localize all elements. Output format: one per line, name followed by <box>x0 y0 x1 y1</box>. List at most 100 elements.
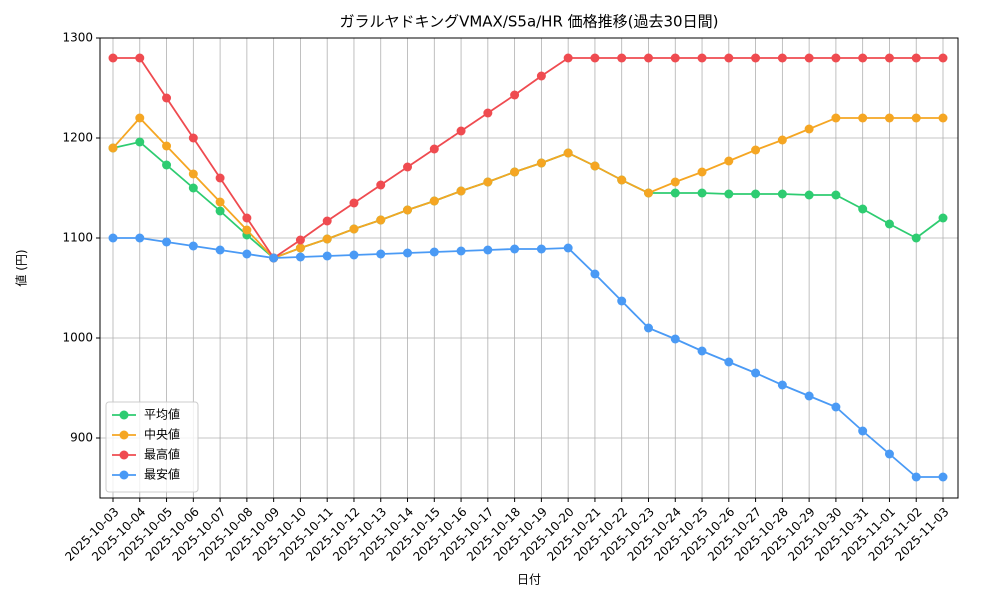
data-point <box>858 204 868 214</box>
chart-title: ガラルヤドキングVMAX/S5a/HR 価格推移(過去30日間) <box>340 13 719 31</box>
data-point <box>563 243 573 253</box>
data-point <box>295 252 305 262</box>
data-point <box>403 248 413 258</box>
data-point <box>724 189 734 199</box>
legend-marker <box>119 410 129 420</box>
data-point <box>670 334 680 344</box>
legend-marker <box>119 470 129 480</box>
data-point <box>804 190 814 200</box>
data-point <box>804 391 814 401</box>
data-point <box>188 241 198 251</box>
data-point <box>483 108 493 118</box>
data-point <box>376 180 386 190</box>
data-point <box>510 90 520 100</box>
data-point <box>590 269 600 279</box>
data-point <box>456 186 466 196</box>
data-point <box>403 162 413 172</box>
data-point <box>215 173 225 183</box>
data-point <box>108 53 118 63</box>
legend-label: 中央値 <box>144 427 180 442</box>
data-point <box>215 206 225 216</box>
data-point <box>911 233 921 243</box>
data-point <box>724 357 734 367</box>
data-point <box>670 188 680 198</box>
data-point <box>617 296 627 306</box>
data-point <box>349 224 359 234</box>
data-point <box>804 124 814 134</box>
data-point <box>162 160 172 170</box>
data-point <box>938 472 948 482</box>
data-point <box>483 245 493 255</box>
series-line <box>112 116 943 260</box>
data-point <box>162 141 172 151</box>
data-point <box>751 189 761 199</box>
data-point <box>135 137 145 147</box>
data-point <box>295 235 305 245</box>
data-point <box>777 135 787 145</box>
data-point <box>536 158 546 168</box>
data-point <box>162 93 172 103</box>
data-point <box>911 472 921 482</box>
data-point <box>376 215 386 225</box>
data-point <box>884 53 894 63</box>
data-point <box>804 53 814 63</box>
legend-marker <box>119 450 129 460</box>
legend-label: 最安値 <box>144 467 180 482</box>
data-point <box>188 183 198 193</box>
data-point <box>135 113 145 123</box>
data-point <box>162 237 172 247</box>
data-point <box>456 246 466 256</box>
data-point <box>135 53 145 63</box>
data-point <box>911 53 921 63</box>
data-point <box>617 53 627 63</box>
data-point <box>617 175 627 185</box>
data-point <box>590 161 600 171</box>
data-point <box>215 245 225 255</box>
data-point <box>670 177 680 187</box>
legend-marker <box>119 430 129 440</box>
data-point <box>536 71 546 81</box>
data-point <box>188 169 198 179</box>
data-point <box>858 426 868 436</box>
data-point <box>884 449 894 459</box>
data-point <box>751 53 761 63</box>
data-point <box>376 249 386 259</box>
data-point <box>884 113 894 123</box>
data-point <box>590 53 600 63</box>
data-point <box>831 190 841 200</box>
y-tick-label: 1000 <box>62 331 93 345</box>
data-point <box>831 113 841 123</box>
data-point <box>938 213 948 223</box>
y-axis-label: 値 (円) <box>14 249 29 286</box>
data-point <box>429 196 439 206</box>
data-point <box>510 244 520 254</box>
legend-box <box>105 401 199 493</box>
data-point <box>322 234 332 244</box>
data-point <box>563 53 573 63</box>
data-point <box>643 323 653 333</box>
data-point <box>242 249 252 259</box>
data-point <box>322 251 332 261</box>
y-tick-label: 1200 <box>62 131 93 145</box>
data-point <box>536 244 546 254</box>
data-point <box>751 368 761 378</box>
data-point <box>911 113 921 123</box>
data-point <box>777 380 787 390</box>
data-point <box>938 113 948 123</box>
y-tick-label: 1100 <box>62 231 93 245</box>
data-point <box>858 53 868 63</box>
data-point <box>777 53 787 63</box>
y-tick-label: 900 <box>70 431 93 445</box>
data-point <box>483 177 493 187</box>
data-point <box>295 243 305 253</box>
data-point <box>135 233 145 243</box>
data-point <box>831 402 841 412</box>
legend-label: 平均値 <box>144 407 180 422</box>
data-point <box>697 188 707 198</box>
series-line <box>113 237 943 478</box>
data-point <box>751 145 761 155</box>
data-point <box>322 216 332 226</box>
data-point <box>884 219 894 229</box>
